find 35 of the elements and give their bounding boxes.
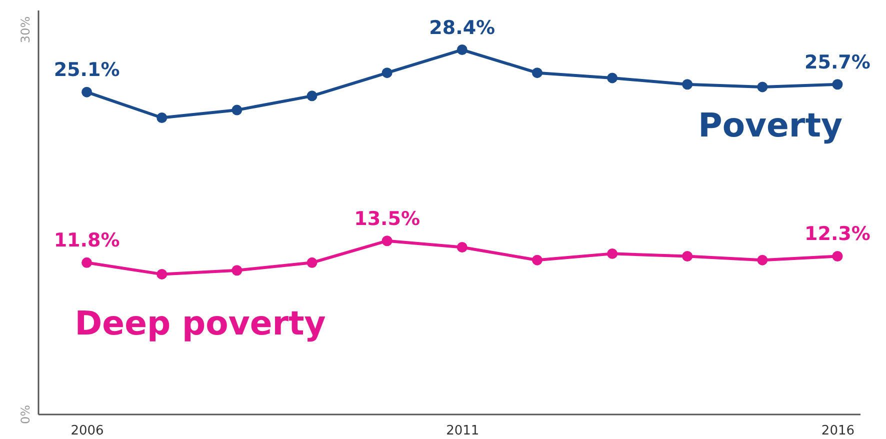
- data-label: 12.3%: [804, 223, 870, 246]
- point: [82, 257, 92, 268]
- point: [382, 68, 392, 78]
- point: [456, 44, 468, 55]
- series-label: Deep poverty: [74, 304, 326, 343]
- point: [232, 104, 242, 116]
- point: [832, 79, 843, 90]
- x-tick-label: 2016: [821, 424, 855, 438]
- point: [682, 79, 693, 90]
- data-label: 28.4%: [429, 16, 496, 39]
- point: [156, 268, 168, 280]
- point: [757, 254, 768, 266]
- x-tick-label: 2011: [446, 424, 480, 438]
- point: [607, 72, 618, 84]
- point: [306, 90, 318, 102]
- point: [156, 112, 168, 123]
- data-label: 25.1%: [54, 59, 120, 82]
- series-label: Poverty: [698, 105, 842, 144]
- point: [382, 236, 392, 246]
- x-tick-label: 2006: [70, 424, 104, 438]
- point: [232, 265, 242, 276]
- data-label: 25.7%: [804, 51, 870, 74]
- point: [682, 251, 693, 262]
- point: [306, 257, 318, 268]
- y-tick-label: 0%: [18, 404, 32, 424]
- point: [456, 242, 468, 253]
- point: [82, 86, 92, 98]
- point: [532, 254, 542, 266]
- point: [832, 251, 843, 262]
- y-tick-label: 30%: [18, 16, 32, 44]
- point: [532, 68, 542, 78]
- point: [757, 82, 768, 92]
- point: [607, 248, 618, 259]
- data-label: 11.8%: [54, 230, 120, 252]
- data-label: 13.5%: [354, 208, 420, 230]
